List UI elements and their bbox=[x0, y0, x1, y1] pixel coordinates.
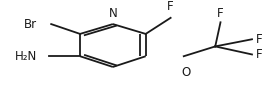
Text: O: O bbox=[182, 66, 191, 79]
Text: F: F bbox=[167, 0, 174, 13]
Text: F: F bbox=[217, 7, 224, 20]
Text: F: F bbox=[256, 48, 263, 61]
Text: N: N bbox=[109, 7, 117, 20]
Text: F: F bbox=[256, 33, 263, 46]
Text: H₂N: H₂N bbox=[15, 50, 37, 63]
Text: Br: Br bbox=[23, 18, 37, 31]
